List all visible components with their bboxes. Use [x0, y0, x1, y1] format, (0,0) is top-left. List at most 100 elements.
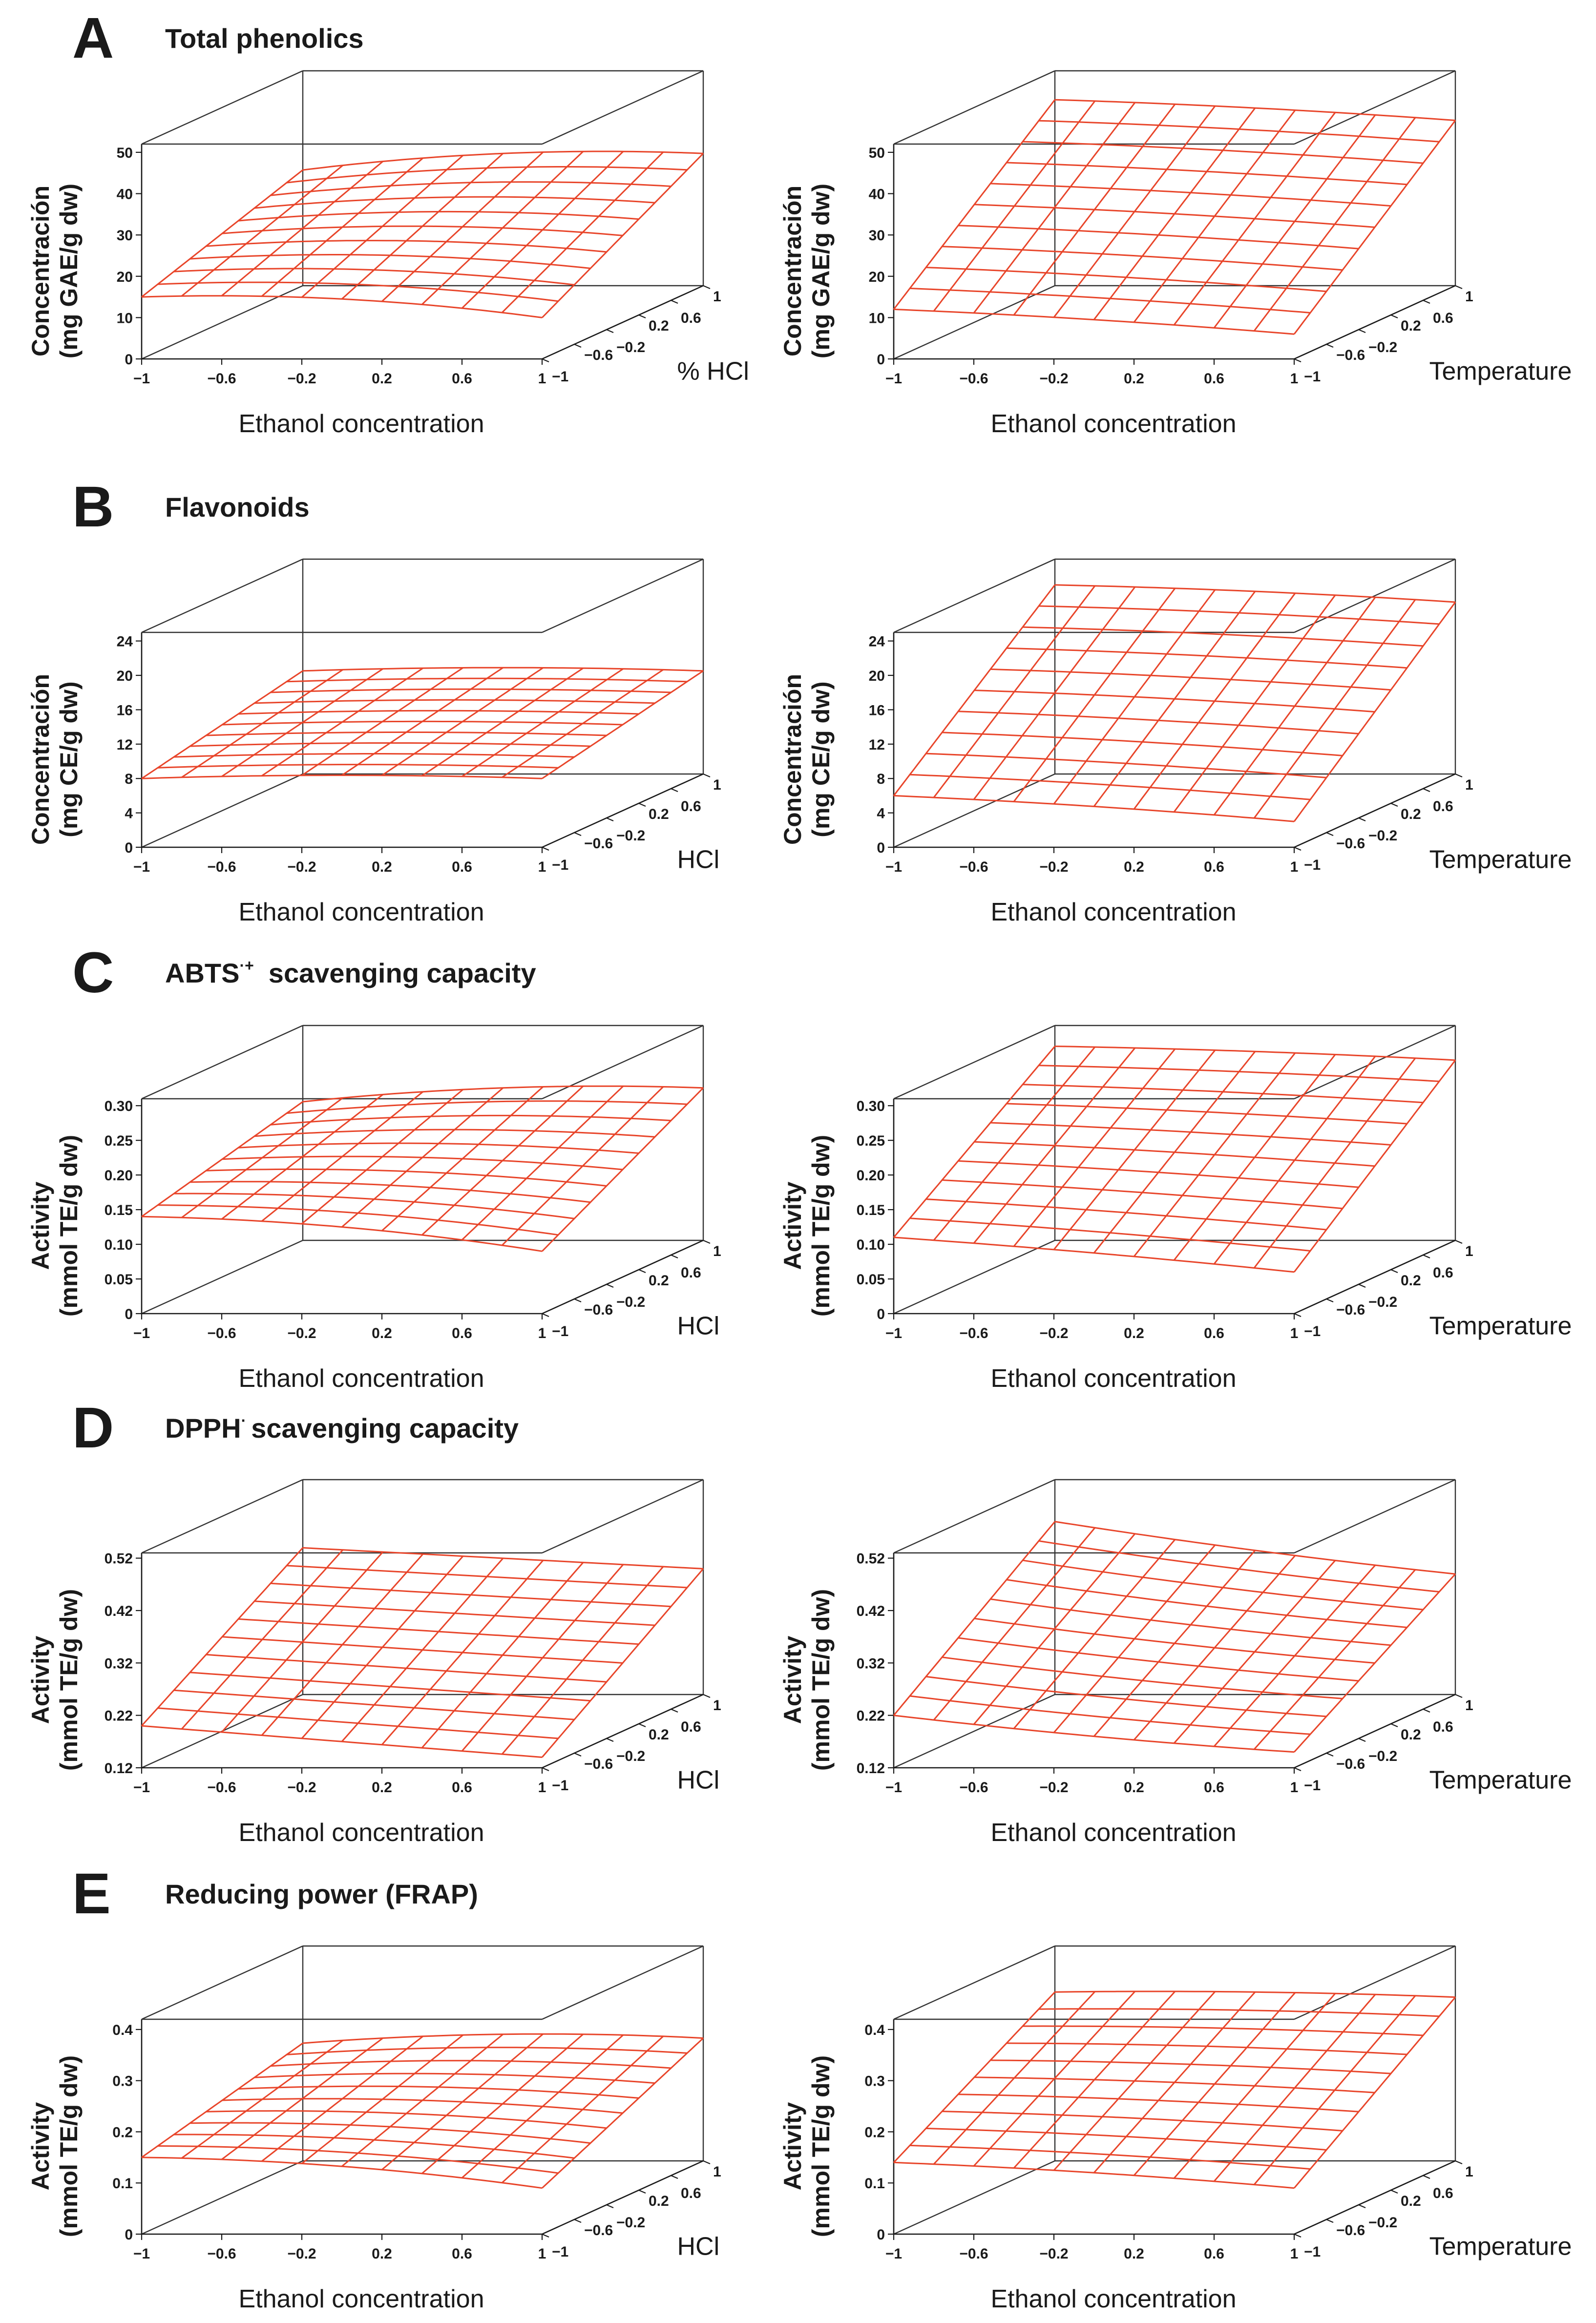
mesh-line-ethanol [1054, 1046, 1456, 1061]
z-axis-label: HCl [677, 1312, 720, 1340]
z-tick-mark [1294, 2233, 1302, 2238]
mesh-line-depth [381, 1086, 544, 1232]
mesh-line-ethanol [270, 2060, 672, 2069]
z-tick-label: −0.2 [616, 1294, 645, 1310]
x-tick-label: −1 [133, 859, 150, 875]
x-axis-label: Ethanol concentration [238, 410, 484, 438]
box-edge [893, 558, 1055, 633]
mesh-line-ethanol [974, 690, 1375, 713]
z-tick-mark [671, 2175, 678, 2179]
mesh-line-ethanol [286, 1565, 688, 1589]
y-axis-label: Concentración(mg GAE/g dw) [27, 184, 83, 358]
mesh-line-depth [461, 1086, 624, 1241]
box-edge [893, 2160, 1055, 2235]
chart-C-left: 00.050.100.150.200.250.30−1 −0.6 −0.2 0.2 0.… [27, 1025, 721, 1393]
z-tick-label: 0.2 [649, 318, 669, 334]
z-tick-mark [1358, 1283, 1366, 1288]
z-axis-line [1294, 285, 1456, 360]
x-tick-label: 1 [1290, 859, 1299, 875]
y-tick-label: 0.42 [105, 1603, 133, 1619]
z-tick-label: 0.6 [1433, 2185, 1453, 2201]
z-tick-mark [1390, 802, 1398, 807]
z-tick-mark [1390, 1269, 1398, 1274]
x-tick-label: −0.6 [207, 1779, 236, 1796]
z-axis-label: HCl [677, 1766, 720, 1795]
y-tick-label: 10 [869, 310, 885, 326]
z-tick-mark [542, 1313, 549, 1318]
mesh-line-depth [1173, 112, 1336, 326]
mesh-line-ethanol [222, 720, 623, 726]
y-axis-label: Activity(mmol TE/g dw) [779, 1589, 835, 1771]
mesh-line-ethanol [238, 1142, 639, 1154]
y-tick-label: 20 [869, 269, 885, 285]
x-tick-label: −0.6 [959, 371, 988, 387]
panel-d-title-superscript: · [241, 1412, 247, 1429]
z-tick-mark [703, 1239, 711, 1244]
mesh-line-depth [381, 2033, 544, 2171]
box-edge [141, 1479, 303, 1554]
mesh-line-depth [1173, 1560, 1336, 1744]
mesh-line-ethanol [1022, 141, 1424, 164]
y-tick-label: 0.3 [864, 2073, 885, 2090]
box-edge [1294, 1479, 1456, 1554]
mesh-line-ethanol [270, 688, 672, 693]
y-tick-label: 16 [869, 702, 885, 718]
z-tick-mark [574, 343, 582, 348]
z-tick-label: 1 [713, 289, 721, 305]
z-tick-mark [1423, 1254, 1430, 1259]
y-tick-label: 0.22 [105, 1708, 133, 1724]
z-tick-mark [1423, 299, 1430, 304]
z-tick-mark [638, 1723, 646, 1728]
box-edge [141, 558, 303, 633]
y-axis-label-line2: (mmol TE/g dw) [55, 2055, 83, 2237]
mesh-line-depth [1293, 602, 1456, 822]
mesh-line-depth [461, 151, 624, 309]
mesh-line-depth [421, 668, 584, 776]
z-tick-label: 0.6 [1433, 1265, 1453, 1281]
z-tick-label: 1 [713, 1697, 721, 1714]
surface-mesh [141, 1085, 704, 1252]
z-tick-label: −0.2 [1368, 1748, 1397, 1764]
mesh-line-depth [1213, 1994, 1376, 2182]
y-tick-label: 4 [125, 806, 133, 822]
box-edge [141, 1239, 303, 1315]
mesh-line-depth [381, 1560, 544, 1745]
z-axis-label: Temperature [1429, 1312, 1572, 1340]
z-tick-mark [606, 1283, 614, 1288]
mesh-line-ethanol [990, 1122, 1391, 1146]
z-tick-mark [638, 2189, 646, 2194]
z-tick-label: −1 [552, 1323, 568, 1339]
box-edge [1294, 558, 1456, 633]
mesh-line-ethanol [238, 2085, 639, 2099]
z-tick-mark [1294, 1767, 1302, 1772]
z-tick-label: 1 [1465, 1243, 1473, 1259]
y-axis-label: Activity(mmol TE/g dw) [779, 1135, 835, 1317]
mesh-line-ethanol [1038, 1540, 1440, 1593]
x-tick-label: 1 [1290, 1325, 1299, 1341]
z-tick-label: 0.2 [649, 1727, 669, 1743]
z-tick-label: −1 [552, 857, 568, 873]
z-tick-mark [1390, 2189, 1398, 2194]
mesh-line-depth [542, 670, 704, 779]
z-tick-mark [1326, 2218, 1334, 2223]
z-tick-mark [1326, 1752, 1334, 1757]
z-tick-label: −0.6 [1336, 1302, 1365, 1318]
z-tick-mark [1294, 846, 1302, 851]
x-tick-label: 0.6 [1204, 2246, 1224, 2262]
x-tick-label: 0.2 [372, 1325, 392, 1341]
z-tick-mark [1390, 1723, 1398, 1728]
y-tick-label: 0.25 [857, 1133, 885, 1149]
z-tick-label: −0.2 [616, 2215, 645, 2231]
x-axis-label: Ethanol concentration [238, 2285, 484, 2313]
mesh-line-depth [1133, 109, 1296, 323]
y-tick-label: 40 [117, 187, 133, 203]
y-tick-label: 0 [877, 840, 885, 856]
x-tick-label: 1 [538, 859, 546, 875]
x-tick-label: −1 [885, 1325, 902, 1341]
z-tick-label: −1 [1304, 1778, 1321, 1794]
x-tick-label: −0.2 [287, 1779, 316, 1796]
mesh-line-ethanol [302, 1085, 704, 1103]
mesh-line-ethanol [1006, 647, 1407, 669]
z-tick-label: −0.6 [1336, 1756, 1365, 1772]
y-tick-label: 0.1 [864, 2176, 885, 2192]
